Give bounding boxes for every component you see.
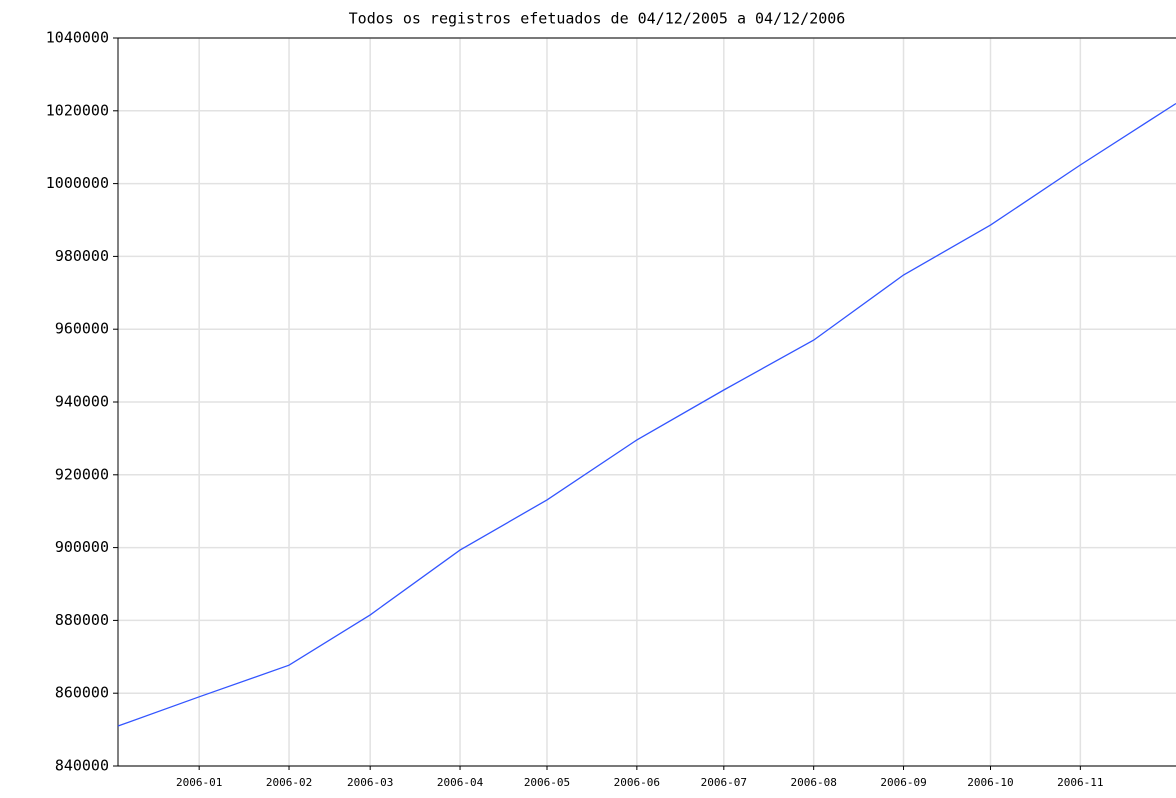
y-tick-label: 920000 <box>55 465 109 483</box>
x-tick-label: 2006-03 <box>347 776 393 789</box>
x-tick-label: 2006-11 <box>1057 776 1103 789</box>
x-tick-label: 2006-06 <box>614 776 660 789</box>
y-tick-label: 1040000 <box>46 29 109 47</box>
y-tick-label: 980000 <box>55 247 109 265</box>
x-tick-label: 2006-02 <box>266 776 312 789</box>
x-tick-label: 2006-01 <box>176 776 222 789</box>
y-tick-label: 900000 <box>55 538 109 556</box>
y-tick-label: 940000 <box>55 393 109 411</box>
y-tick-label: 1020000 <box>46 101 109 119</box>
x-tick-label: 2006-09 <box>880 776 926 789</box>
x-tick-label: 2006-08 <box>790 776 836 789</box>
x-tick-label: 2006-04 <box>437 776 484 789</box>
x-tick-label: 2006-05 <box>524 776 570 789</box>
x-tick-label: 2006-07 <box>701 776 747 789</box>
y-tick-label: 840000 <box>55 757 109 775</box>
x-tick-label: 2006-10 <box>967 776 1013 789</box>
y-tick-label: 1000000 <box>46 174 109 192</box>
data-line <box>117 102 1176 727</box>
y-tick-label: 860000 <box>55 684 109 702</box>
y-tick-label: 880000 <box>55 611 109 629</box>
chart-title: Todos os registros efetuados de 04/12/20… <box>349 10 846 28</box>
y-tick-label: 960000 <box>55 320 109 338</box>
